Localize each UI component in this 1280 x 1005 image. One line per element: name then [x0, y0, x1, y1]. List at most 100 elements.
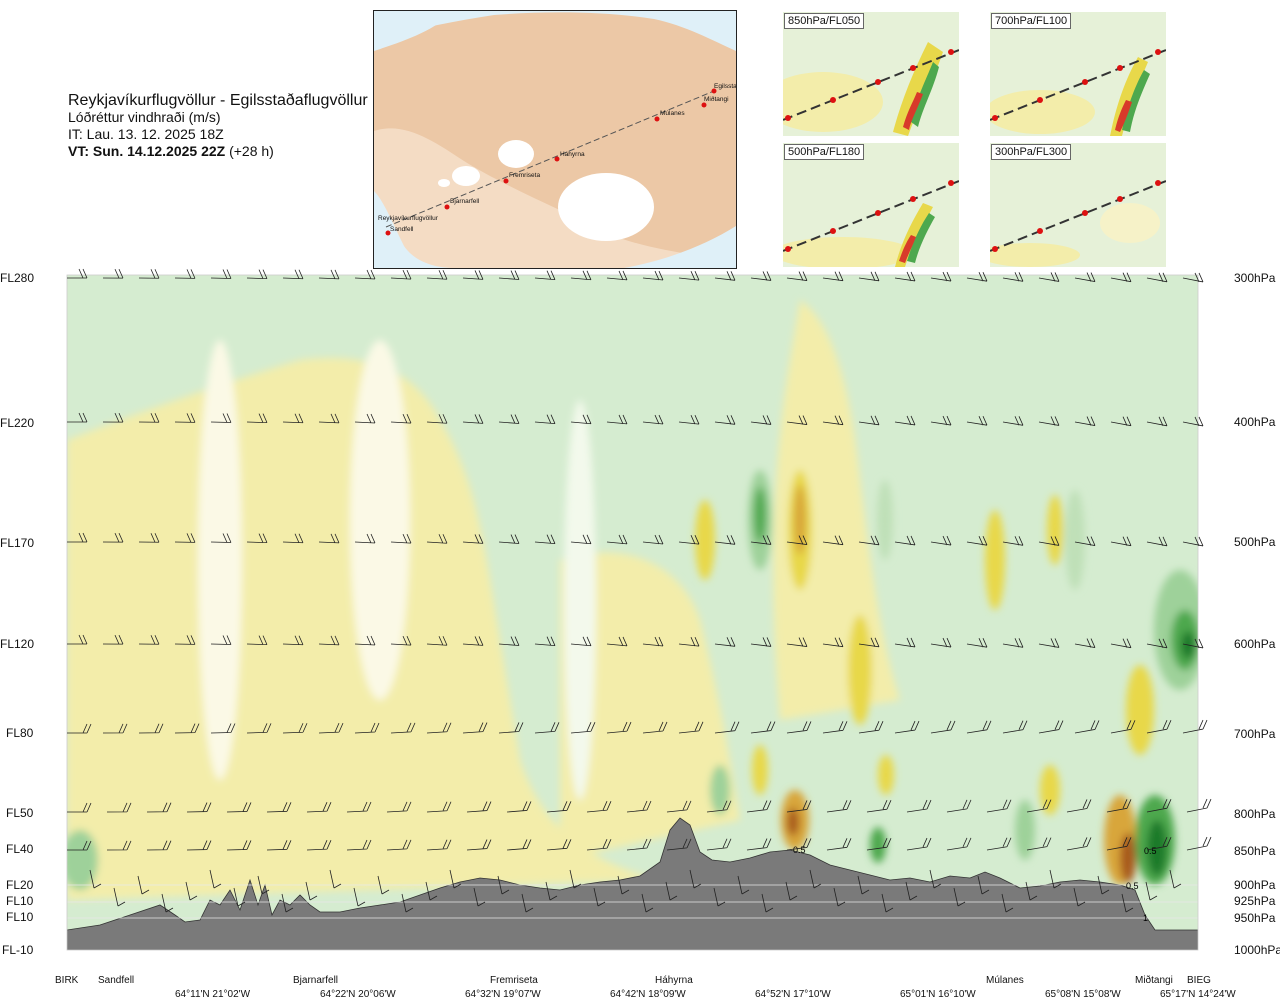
wind-barb: [665, 881, 678, 901]
wind-barb: [642, 534, 664, 545]
wind-barb: [894, 535, 916, 546]
wind-barb: [246, 533, 268, 544]
wind-barb: [1110, 416, 1132, 427]
coordinate-label: 65°17'N 14°24'W: [1160, 989, 1236, 1000]
wind-barb: [498, 270, 520, 280]
coordinate-label: 64°42'N 18°09'W: [610, 989, 686, 1000]
pressure-label: 925hPa: [1234, 894, 1276, 908]
wind-barb: [1106, 799, 1132, 813]
fl-label: FL20: [6, 878, 34, 892]
updraft-core: [1126, 665, 1154, 755]
wind-barb: [678, 721, 704, 734]
wind-barb: [318, 269, 340, 280]
lead-time: (+28 h): [229, 143, 274, 159]
wind-barb: [1002, 536, 1024, 546]
wind-barb: [174, 533, 196, 543]
fl-label: FL10: [6, 894, 34, 908]
wind-barb: [966, 638, 988, 648]
wind-barb: [282, 533, 304, 544]
wind-barb: [606, 534, 628, 545]
wind-barb: [1121, 893, 1134, 913]
coordinate-label: 65°08'N 15°08'W: [1045, 989, 1121, 1000]
wind-barb: [1110, 720, 1136, 734]
wind-barb: [1146, 416, 1168, 427]
route-map-svg: Reykjavíkurflugvöllur Sandfell Bjarnarfe…: [374, 11, 736, 268]
downdraft-core-strong: [754, 487, 766, 543]
wind-barb: [930, 415, 952, 426]
map-label-egilsstadir: Egilsstaðir: [714, 82, 736, 90]
pressure-label: 800hPa: [1234, 807, 1276, 821]
wind-barb: [233, 887, 246, 907]
wind-barb: [786, 637, 808, 647]
issue-time: IT: Lau. 13. 12. 2025 18Z: [68, 126, 224, 142]
wind-barb: [1002, 720, 1028, 734]
wind-barb: [426, 270, 448, 280]
wind-barb: [377, 875, 390, 895]
wind-barb: [113, 887, 126, 907]
wind-barb: [318, 635, 340, 646]
downdraft-core: [1015, 800, 1035, 860]
wind-barb: [354, 635, 376, 646]
wind-barb: [1038, 638, 1060, 648]
wind-barb: [678, 415, 700, 425]
wind-barb: [138, 269, 160, 279]
wind-barb: [706, 838, 732, 851]
map-label-midtangi: Miðtangi: [704, 95, 729, 103]
map-label-sandfell: Sandfell: [390, 226, 414, 233]
wind-barb: [390, 413, 412, 424]
wind-barb: [858, 535, 880, 546]
wind-barb: [426, 636, 448, 646]
wind-barb: [521, 893, 534, 913]
wind-barb: [1182, 638, 1204, 649]
wind-barb: [946, 799, 972, 813]
wind-barb: [210, 533, 232, 543]
wind-barb: [570, 722, 596, 734]
wind-barb: [822, 415, 844, 426]
fl-label: FL40: [6, 842, 34, 856]
route-title: Reykjavíkurflugvöllur - Egilsstaðaflugvö…: [68, 92, 368, 109]
wind-barb: [881, 893, 894, 913]
wind-barb: [858, 271, 880, 282]
wind-barb: [1106, 837, 1132, 851]
updraft-core: [1047, 495, 1063, 565]
wind-barb: [929, 869, 942, 889]
wind-barb: [534, 722, 560, 734]
wind-barb: [809, 869, 822, 889]
wind-barb: [714, 271, 736, 281]
wind-barb: [966, 272, 988, 282]
location-label: Miðtangi: [1135, 975, 1173, 986]
thumbnail-500-svg: [783, 143, 959, 267]
map-label-bjarnarfell: Bjarnarfell: [450, 198, 480, 205]
wind-barb: [1110, 536, 1132, 547]
pressure-label: 700hPa: [1234, 727, 1276, 741]
wind-barb: [786, 535, 808, 545]
wind-barb: [186, 840, 212, 851]
wind-barb: [1049, 869, 1062, 889]
downdraft-core: [1065, 490, 1085, 590]
wind-barb: [138, 635, 160, 645]
wind-barb: [570, 636, 592, 647]
updraft-region-east: [773, 300, 900, 720]
thumbnail-300[interactable]: 300hPa/FL300: [990, 143, 1166, 267]
wind-barb: [282, 269, 304, 280]
wind-barb: [426, 534, 448, 544]
thumbnail-850[interactable]: 850hPa/FL050: [783, 12, 959, 136]
updraft-core-max: [787, 808, 799, 836]
wind-barb: [67, 268, 88, 279]
updraft-region-central: [560, 552, 740, 860]
wind-barb: [570, 534, 592, 545]
wind-barb: [354, 269, 376, 280]
wind-barb: [750, 271, 772, 281]
wind-barb: [257, 875, 270, 895]
thumbnail-700[interactable]: 700hPa/FL100: [990, 12, 1166, 136]
wind-barb: [390, 533, 412, 544]
parameter-label: Lóðréttur vindhraði (m/s): [68, 109, 221, 125]
wind-barb: [1038, 536, 1060, 546]
wind-barb: [586, 800, 612, 813]
thumbnail-500[interactable]: 500hPa/FL180: [783, 143, 959, 267]
wind-barb: [498, 414, 520, 424]
wind-barb: [137, 875, 150, 895]
wind-barb: [1002, 272, 1024, 282]
wind-barb: [714, 535, 736, 545]
